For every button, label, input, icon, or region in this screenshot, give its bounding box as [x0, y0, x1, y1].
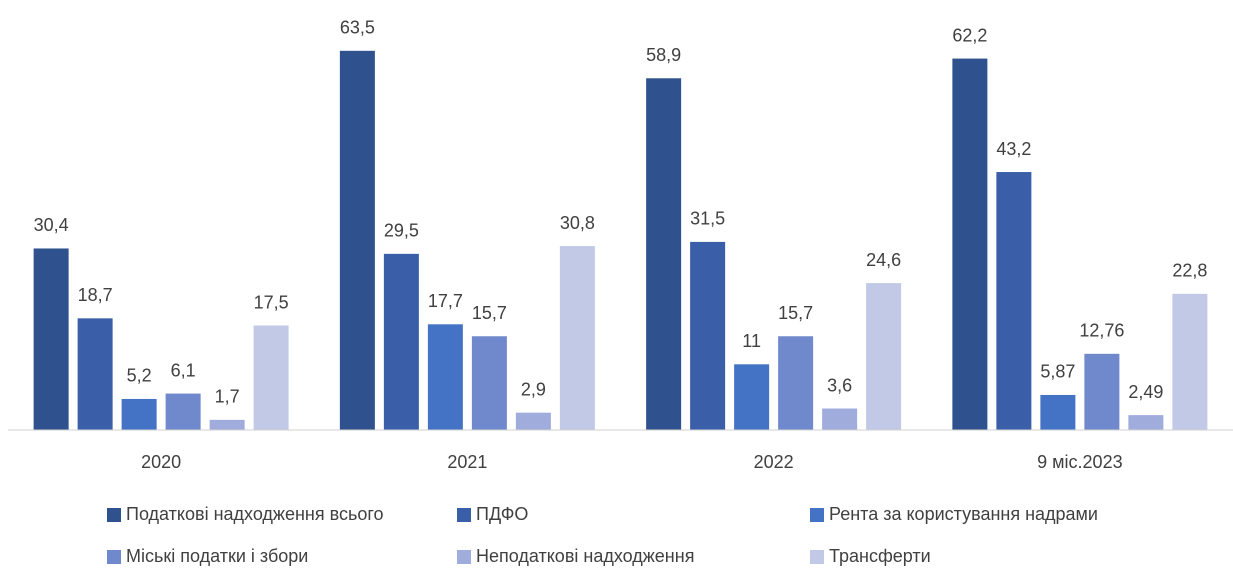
x-tick-label: 2021 — [447, 452, 487, 472]
x-tick-label: 9 міс.2023 — [1037, 452, 1122, 472]
bar — [734, 364, 770, 430]
bar — [559, 246, 595, 430]
data-label: 62,2 — [952, 25, 987, 45]
legend-swatch — [457, 550, 471, 564]
bar — [690, 241, 726, 430]
legend-swatch — [810, 508, 824, 522]
bar — [471, 336, 507, 430]
bar — [646, 78, 682, 430]
data-label: 2,9 — [521, 379, 546, 399]
bar — [996, 172, 1032, 430]
bar — [383, 253, 419, 430]
data-label: 29,5 — [384, 221, 419, 241]
data-label: 5,87 — [1040, 362, 1075, 382]
data-label: 1,7 — [215, 387, 240, 407]
bar — [822, 408, 858, 430]
legend-label: Трансферти — [829, 546, 931, 566]
legend-swatch — [107, 550, 121, 564]
data-label: 18,7 — [78, 285, 113, 305]
data-label: 31,5 — [690, 209, 725, 229]
data-label: 30,8 — [560, 213, 595, 233]
legend-swatch — [107, 508, 121, 522]
legend-label: Рента за користування надрами — [829, 504, 1098, 524]
bar — [77, 318, 113, 430]
data-label: 3,6 — [827, 375, 852, 395]
legend-label: Податкові надходження всього — [126, 504, 384, 524]
legend-label: Неподаткові надходження — [476, 546, 694, 566]
bar — [1084, 353, 1120, 430]
bar — [515, 412, 551, 430]
bar — [165, 393, 201, 430]
data-label: 30,4 — [34, 215, 69, 235]
x-tick-label: 2020 — [141, 452, 181, 472]
legend-swatch — [810, 550, 824, 564]
bar — [33, 248, 69, 430]
data-label: 15,7 — [778, 303, 813, 323]
bar — [1172, 293, 1208, 430]
data-label: 58,9 — [646, 45, 681, 65]
data-label: 5,2 — [127, 366, 152, 386]
legend-label: Міські податки і збори — [126, 546, 308, 566]
legend-swatch — [457, 508, 471, 522]
bar — [1040, 394, 1076, 430]
bar — [1128, 415, 1164, 430]
bar — [253, 325, 289, 430]
legend-label: ПДФО — [476, 504, 528, 524]
data-label: 63,5 — [340, 18, 375, 38]
data-label: 6,1 — [171, 360, 196, 380]
bar — [427, 324, 463, 430]
x-tick-label: 2022 — [754, 452, 794, 472]
data-label: 11 — [742, 331, 761, 351]
data-label: 2,49 — [1128, 382, 1163, 402]
bar — [121, 398, 157, 430]
bar — [866, 283, 902, 430]
data-label: 22,8 — [1172, 261, 1207, 281]
data-label: 12,76 — [1079, 321, 1124, 341]
data-label: 17,5 — [254, 292, 289, 312]
data-label: 24,6 — [866, 250, 901, 270]
bar — [778, 336, 814, 430]
data-label: 15,7 — [472, 303, 507, 323]
data-label: 43,2 — [996, 139, 1031, 159]
bar — [339, 50, 375, 431]
data-label: 17,7 — [428, 291, 463, 311]
bar — [209, 419, 245, 430]
bar — [952, 58, 988, 430]
